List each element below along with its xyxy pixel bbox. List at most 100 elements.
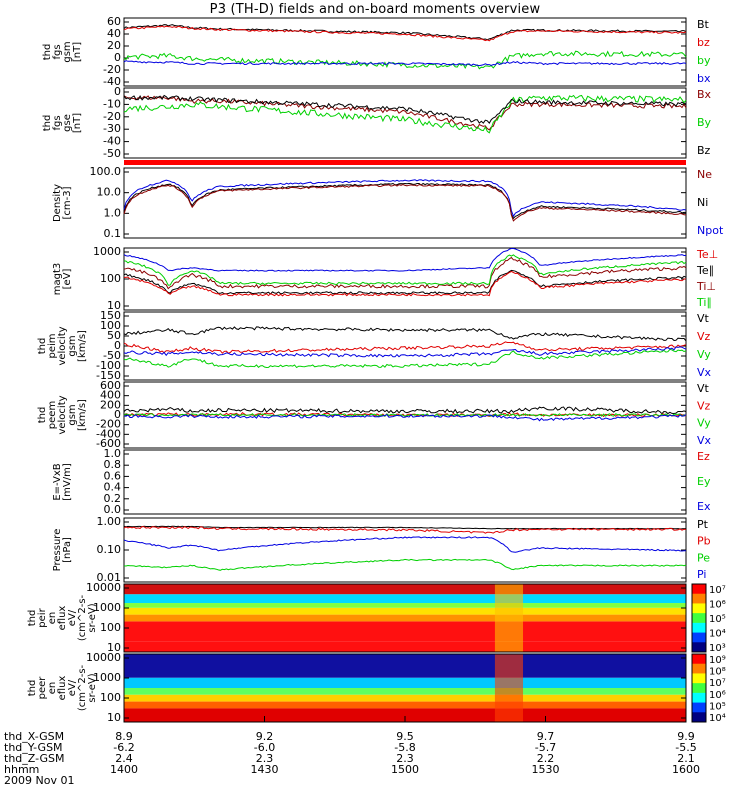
y-tick-label: 1.0 xyxy=(104,206,122,219)
y-axis-label-line: eV/ xyxy=(67,679,78,696)
trace-by xyxy=(123,50,687,70)
y-axis-label-line: sr-eV) xyxy=(87,673,98,702)
colorbar: 10⁷ 10⁶ 10⁵ 10⁴ 10³ xyxy=(691,583,726,654)
y-tick-label: 1.0 xyxy=(104,447,122,460)
trace-Bz xyxy=(123,94,687,124)
y-tick-label: 150 xyxy=(100,309,121,322)
y-axis-label-line: [nT] xyxy=(72,113,83,133)
z-gsm-value: 2.3 xyxy=(396,752,414,765)
y-axis-label-line: [mV/m] xyxy=(62,463,73,501)
y-axis-label-line: [km/s] xyxy=(77,330,88,362)
spectrogram-band xyxy=(124,584,686,595)
trace-Vx xyxy=(123,414,687,422)
legend-entry: Npot xyxy=(697,224,724,237)
panel-frame xyxy=(123,87,687,159)
y-tick-label: 10000 xyxy=(86,651,121,664)
trace-Ti-perp xyxy=(123,256,687,290)
colorbar-segment xyxy=(692,584,706,595)
trace-Ni xyxy=(123,182,686,220)
y-tick-label: 50 xyxy=(107,329,121,342)
y-axis-label-line: en xyxy=(47,682,58,695)
x-gsm-value: 9.2 xyxy=(256,730,274,743)
x-gsm-value: 9.5 xyxy=(396,730,414,743)
y-tick-label: -50 xyxy=(103,147,121,160)
y-axis-label-line: en xyxy=(47,612,58,625)
y-axis-label-line: E=-VxB xyxy=(52,463,63,500)
y-tick-label: 1000 xyxy=(93,601,121,614)
trace-Pt xyxy=(123,525,687,530)
legend-entry: Vy xyxy=(697,417,711,430)
y-axis-label-line: thd xyxy=(37,338,48,355)
panel-temp: 1000 100 10 magt3 [eV] Te⊥ Te∥ Ti⊥ Ti∥ xyxy=(52,245,718,312)
spectrogram-band xyxy=(124,688,686,695)
legend-entry: Te⊥ xyxy=(696,248,718,261)
y-axis-label-line: peer xyxy=(37,676,48,700)
y-axis-label-line: fgs xyxy=(52,115,63,130)
y-tick-label: 0 xyxy=(114,339,121,352)
y-tick-label: -400 xyxy=(96,427,121,440)
x-axis-row-label: thd_Y-GSM xyxy=(4,741,63,754)
y-axis-label-line: [km/s] xyxy=(77,399,88,431)
trace-Pb xyxy=(123,525,687,534)
y-axis-label-line: peir xyxy=(37,607,48,627)
legend-entry: bz xyxy=(697,36,710,49)
colorbar-label: 10⁴ xyxy=(709,629,726,640)
trace-Te-perp xyxy=(123,270,687,297)
hhmm-value: 1500 xyxy=(391,763,419,776)
y-axis-label-line: [eV] xyxy=(62,269,73,290)
trace-By xyxy=(123,94,687,134)
spectrogram-band xyxy=(124,641,686,652)
y-tick-label: 40 xyxy=(107,27,121,40)
z-gsm-value: 2.3 xyxy=(256,752,274,765)
trace-Ne xyxy=(123,183,687,222)
legend-entry: Vx xyxy=(697,366,712,379)
y-axis-label-line: (cm^2-s- xyxy=(77,594,88,641)
y-axis-label-line: thd xyxy=(42,44,53,61)
y-axis-label-line: gsm xyxy=(67,404,78,425)
y-gsm-value: -6.2 xyxy=(113,741,134,754)
y-axis-label-line: (cm^2-s- xyxy=(77,664,88,711)
x-gsm-value: 9.9 xyxy=(677,730,695,743)
y-tick-label: 100 xyxy=(100,691,121,704)
y-tick-label: 1000 xyxy=(93,245,121,258)
legend-entry: Pe xyxy=(697,551,710,564)
spectrogram-band xyxy=(124,654,686,678)
legend-entry: By xyxy=(697,116,712,129)
y-tick-label: 0.4 xyxy=(104,481,122,494)
colorbar-frame xyxy=(691,583,707,653)
legend-entry: Vt xyxy=(697,312,710,325)
y-tick-label: 10 xyxy=(107,299,121,312)
y-axis-label-line: Density xyxy=(52,184,63,222)
legend-entry: Bt xyxy=(697,18,710,31)
colorbar-segment xyxy=(692,663,706,674)
colorbar-label: 10⁵ xyxy=(709,614,726,625)
y-tick-label: 0 xyxy=(114,408,121,421)
spectrogram-band xyxy=(124,621,686,642)
legend-entry: Vx xyxy=(697,434,712,447)
y-axis-label: thd peem velocity gsm [km/s] xyxy=(37,395,88,434)
z-gsm-value: 2.1 xyxy=(677,752,695,765)
x-axis: 8.9-6.22.414009.2-6.02.314309.5-5.82.315… xyxy=(4,716,700,787)
legend-entry: Vy xyxy=(697,348,711,361)
colorbar-segment xyxy=(692,673,706,684)
legend-entry: Ne xyxy=(697,168,712,181)
spectrogram-band xyxy=(494,654,524,722)
legend-entry: bx xyxy=(697,72,711,85)
trace-Npot xyxy=(123,179,687,218)
y-tick-label: -200 xyxy=(96,418,121,431)
trace-Tt xyxy=(123,248,686,272)
panel-frame xyxy=(123,167,687,239)
y-tick-label: -40 xyxy=(103,135,121,148)
trace-Vx xyxy=(123,346,687,358)
y-tick-label: 10000 xyxy=(86,581,121,594)
x-axis-row-label: thd_Z-GSM xyxy=(4,752,64,765)
colorbar-segment xyxy=(692,683,706,694)
spectrogram-band xyxy=(124,614,686,622)
y-tick-label: 10.0 xyxy=(97,186,122,199)
y-tick-label: 100 xyxy=(100,319,121,332)
y-tick-label: 10 xyxy=(107,711,121,724)
y-axis-label: thd peir en eflux eV/(cm^2-s-sr-eV) xyxy=(27,594,98,641)
